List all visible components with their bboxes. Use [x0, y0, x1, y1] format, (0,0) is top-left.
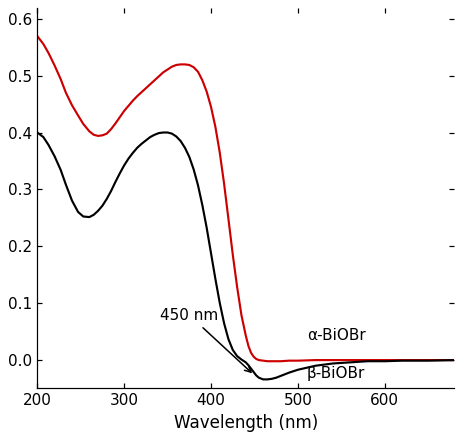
Text: α-BiOBr: α-BiOBr — [307, 328, 365, 343]
Text: β-BiOBr: β-BiOBr — [307, 366, 365, 381]
X-axis label: Wavelength (nm): Wavelength (nm) — [174, 414, 318, 433]
Text: 450 nm: 450 nm — [160, 308, 251, 372]
